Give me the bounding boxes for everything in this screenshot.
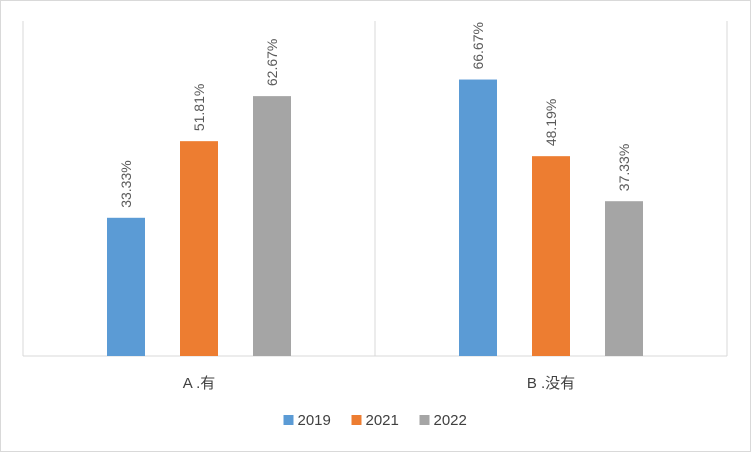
legend: 2019 2021 2022 — [283, 412, 467, 429]
data-label-2021-1: 48.19% — [543, 99, 559, 146]
bar-2019-0 — [107, 217, 145, 356]
legend-swatch-2022 — [419, 415, 430, 425]
data-label-2021-0: 51.81% — [191, 84, 207, 131]
data-label-2019-0: 33.33% — [118, 160, 134, 207]
legend-label-2019: 2019 — [298, 412, 331, 429]
data-label-2022-1: 37.33% — [616, 144, 632, 191]
data-label-2019-1: 66.67% — [470, 22, 486, 69]
bar-2021-0 — [180, 141, 218, 356]
legend-swatch-2019 — [283, 415, 294, 425]
bar-2021-1 — [532, 156, 570, 356]
category-label-0: A .有 — [183, 375, 216, 392]
legend-label-2021: 2021 — [366, 412, 399, 429]
bar-2022-1 — [605, 201, 643, 356]
bar-2022-0 — [253, 96, 291, 356]
plot-area: 33.33% 51.81% 62.67% A .有 66.67% 48.19% 37.33%… — [22, 21, 728, 392]
category-label-1: B .没有 — [527, 375, 575, 392]
legend-label-2022: 2022 — [434, 412, 467, 429]
data-label-2022-0: 62.67% — [264, 39, 280, 86]
legend-swatch-2021 — [351, 415, 362, 425]
bar-2019-1 — [459, 79, 497, 356]
